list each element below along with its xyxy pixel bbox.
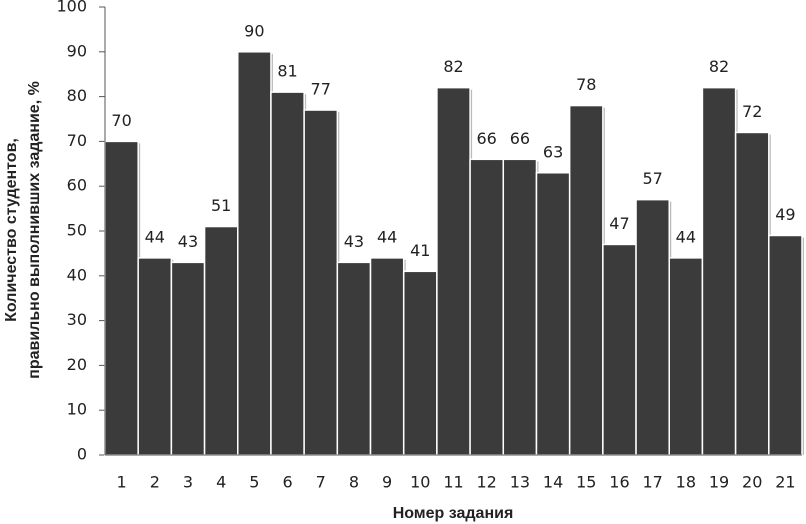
bar xyxy=(402,270,438,456)
x-tick-label: 15 xyxy=(576,473,596,492)
x-tick-label: 14 xyxy=(543,473,563,492)
x-tick-label: 17 xyxy=(642,473,662,492)
value-label: 66 xyxy=(510,129,530,148)
x-tick-label: 5 xyxy=(249,473,259,492)
x-tick-label: 11 xyxy=(443,473,463,492)
x-tick-label: 10 xyxy=(410,473,430,492)
x-tick-label: 3 xyxy=(183,473,193,492)
x-tick-label: 8 xyxy=(349,473,359,492)
bar xyxy=(535,172,571,456)
bar xyxy=(137,257,173,456)
bar xyxy=(336,261,372,456)
bar xyxy=(568,104,604,456)
y-axis-title: Количество студентов, xyxy=(3,138,20,322)
x-tick-label: 2 xyxy=(150,473,160,492)
y-tick-label: 50 xyxy=(67,221,87,240)
x-axis-title: Номер задания xyxy=(393,505,514,522)
x-tick-label: 18 xyxy=(676,473,696,492)
y-axis-title: правильно выполнивших задание, % xyxy=(26,81,43,379)
bar xyxy=(436,86,471,456)
value-label: 63 xyxy=(543,142,563,161)
bar xyxy=(469,158,505,456)
bar xyxy=(602,243,637,456)
value-label: 44 xyxy=(145,227,165,246)
x-tick-label: 12 xyxy=(477,473,497,492)
y-tick-label: 10 xyxy=(67,400,87,419)
bar xyxy=(635,198,670,456)
bar xyxy=(734,131,770,456)
y-tick-label: 60 xyxy=(67,176,87,195)
x-tick-label: 1 xyxy=(117,473,127,492)
y-tick-label: 0 xyxy=(77,445,87,464)
bar xyxy=(170,261,206,456)
x-tick-label: 20 xyxy=(742,473,762,492)
value-label: 44 xyxy=(676,227,696,246)
x-tick-label: 21 xyxy=(775,473,795,492)
value-label: 72 xyxy=(742,102,762,121)
x-tick-label: 13 xyxy=(510,473,530,492)
x-tick-label: 19 xyxy=(709,473,729,492)
value-label: 41 xyxy=(410,241,430,260)
bar xyxy=(237,51,272,456)
y-tick-label: 30 xyxy=(67,310,87,329)
y-tick-label: 100 xyxy=(56,0,87,16)
y-tick-label: 40 xyxy=(67,265,87,284)
value-label: 90 xyxy=(244,21,264,40)
value-label: 82 xyxy=(443,57,463,76)
bar xyxy=(369,257,405,456)
bar xyxy=(502,158,538,456)
bar xyxy=(668,257,704,456)
x-tick-label: 4 xyxy=(216,473,226,492)
value-label: 78 xyxy=(576,75,596,94)
x-tick-label: 7 xyxy=(316,473,326,492)
value-label: 43 xyxy=(178,232,198,251)
bar xyxy=(303,109,339,456)
value-label: 77 xyxy=(311,80,331,99)
value-label: 49 xyxy=(775,205,795,224)
bar xyxy=(768,234,803,456)
x-tick-label: 6 xyxy=(282,473,292,492)
bar xyxy=(270,91,305,456)
value-label: 57 xyxy=(642,169,662,188)
value-label: 43 xyxy=(344,232,364,251)
bar xyxy=(104,140,139,456)
x-tick-label: 16 xyxy=(609,473,629,492)
y-tick-label: 20 xyxy=(67,355,87,374)
x-tick-label: 9 xyxy=(382,473,392,492)
value-label: 51 xyxy=(211,196,231,215)
value-label: 66 xyxy=(477,129,497,148)
value-label: 81 xyxy=(277,62,297,81)
value-label: 82 xyxy=(709,57,729,76)
value-label: 44 xyxy=(377,227,397,246)
value-label: 70 xyxy=(111,111,131,130)
bar xyxy=(203,225,239,456)
bar xyxy=(701,86,737,456)
value-label: 47 xyxy=(609,214,629,233)
y-tick-label: 70 xyxy=(67,131,87,150)
y-tick-label: 80 xyxy=(67,86,87,105)
y-tick-label: 90 xyxy=(67,41,87,60)
